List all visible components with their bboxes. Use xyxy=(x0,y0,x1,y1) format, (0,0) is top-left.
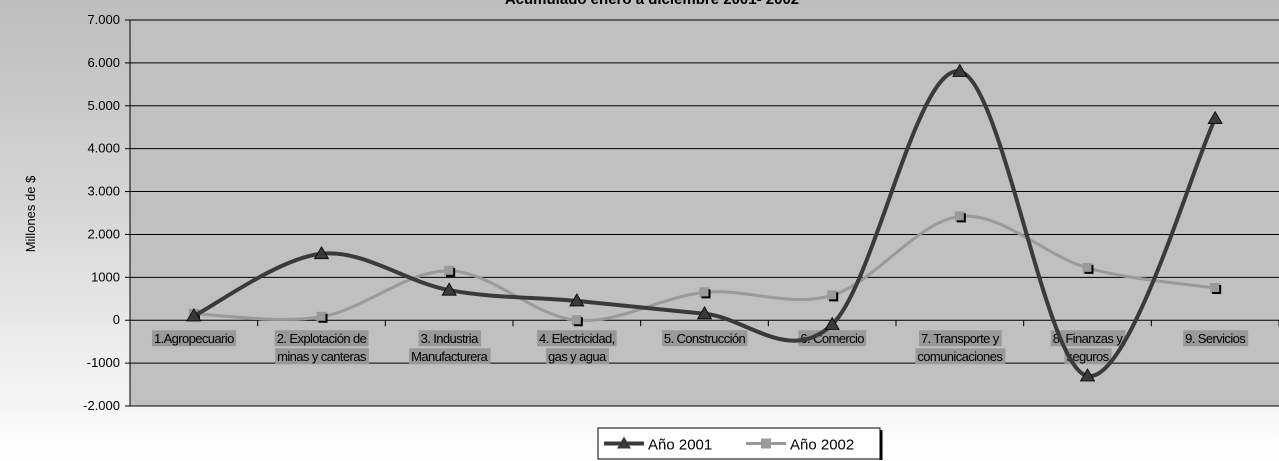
data-point xyxy=(699,287,710,298)
data-point-shadow xyxy=(1084,264,1094,274)
category-label-text: gas y agua xyxy=(548,349,607,364)
category-label-text: 4. Electricidad, xyxy=(539,331,615,346)
data-point-shadow xyxy=(956,213,966,223)
category-label-box xyxy=(418,330,482,347)
series-ano-2001 xyxy=(186,63,1223,382)
y-tick-label: 1000 xyxy=(91,269,120,284)
category-label: 2. Explotación de minas y canteras xyxy=(274,330,369,365)
plot-area xyxy=(130,20,1279,406)
category-label-text: 1.Agropecuario xyxy=(154,331,234,346)
data-point-shadow xyxy=(1212,285,1222,295)
category-label-text: seguros xyxy=(1066,349,1109,364)
category-label-box xyxy=(661,330,748,347)
legend-box xyxy=(597,427,881,460)
y-axis-label: Millones de $ xyxy=(23,175,38,252)
data-point-shadow xyxy=(573,317,583,327)
category-label-text: 8. Finanzas y xyxy=(1053,331,1124,346)
data-point xyxy=(316,311,327,322)
data-point xyxy=(952,63,968,77)
category-label-box xyxy=(409,348,491,365)
category-label: 7. Transporte y comunicaciones xyxy=(915,330,1006,365)
data-point-shadow xyxy=(318,313,328,323)
category-label-text: 2. Explotación de xyxy=(277,331,367,346)
data-point-shadow xyxy=(701,289,711,299)
y-tick-label: 2.000 xyxy=(87,226,120,241)
data-point xyxy=(186,308,202,322)
data-point xyxy=(954,211,965,222)
category-label: 9. Servicios xyxy=(1183,330,1249,347)
y-tick-label: -2.000 xyxy=(83,398,120,413)
category-label-box xyxy=(536,330,617,347)
category-label-box xyxy=(274,330,369,347)
data-point xyxy=(696,305,713,320)
category-label-box xyxy=(915,348,1006,365)
y-tick-label: -1000 xyxy=(87,355,120,370)
category-label-box xyxy=(1050,330,1126,347)
legend: Año 2001 Año 2002 xyxy=(597,427,883,460)
y-tick-label: 7.000 xyxy=(87,12,120,27)
y-tick-label: 0 xyxy=(113,312,120,327)
legend-label: Año 2002 xyxy=(790,437,854,454)
category-label-text: 5. Construcción xyxy=(664,331,746,346)
legend-label: Año 2001 xyxy=(648,437,712,454)
category-label-box xyxy=(275,348,369,365)
series-line xyxy=(192,69,1217,378)
data-point xyxy=(1082,262,1093,273)
chart-title: Acumulado enero a diciembre 2001- 2002 xyxy=(505,0,799,8)
data-point-shadow xyxy=(446,267,456,277)
axes: 7.000 6.000 5.000 4.000 3.000 2.000 1000 0 -1000… xyxy=(83,12,1279,413)
data-point xyxy=(313,245,330,260)
data-point xyxy=(569,293,585,307)
category-label: 5. Construcción xyxy=(661,330,748,347)
data-point xyxy=(441,282,457,296)
category-label-text: 9. Servicios xyxy=(1185,331,1246,346)
category-label: 4. Electricidad, gas y agua xyxy=(536,330,617,365)
category-label-text: minas y canteras xyxy=(277,349,367,364)
category-label-text: Manufacturera xyxy=(411,349,488,364)
category-label-box xyxy=(151,330,237,347)
category-label: 8. Finanzas y seguros xyxy=(1050,330,1126,365)
y-tick-label: 3.000 xyxy=(87,184,120,199)
category-label-box xyxy=(546,348,610,365)
category-label-box xyxy=(1183,330,1249,347)
y-tick-label: 6.000 xyxy=(87,55,120,70)
legend-marker xyxy=(761,438,771,449)
category-label-box xyxy=(918,330,1002,347)
category-label-box xyxy=(1064,348,1112,365)
legend-marker xyxy=(617,436,631,449)
gridlines xyxy=(130,19,1279,407)
data-point xyxy=(571,315,582,326)
data-point-shadow xyxy=(829,292,839,302)
series xyxy=(186,63,1223,382)
category-label: 3. Industria Manufacturera xyxy=(409,330,491,365)
data-point xyxy=(827,290,838,301)
category-label-text: 3. Industria xyxy=(421,331,479,346)
y-tick-label: 4.000 xyxy=(87,141,120,156)
data-point xyxy=(444,265,455,276)
category-labels: 1.Agropecuario 2. Explotación de minas y c… xyxy=(151,330,1249,365)
category-label: 1.Agropecuario xyxy=(151,330,237,347)
data-point xyxy=(824,316,840,330)
category-label-text: 7. Transporte y xyxy=(921,331,1000,346)
category-label-text: comunicaciones xyxy=(917,349,1003,364)
y-tick-label: 5.000 xyxy=(87,98,120,113)
data-point xyxy=(1079,368,1096,382)
data-point xyxy=(1210,283,1221,294)
data-point xyxy=(1207,110,1223,125)
legend-entry: Año 2002 xyxy=(746,437,854,454)
legend-entry: Año 2001 xyxy=(604,436,712,454)
